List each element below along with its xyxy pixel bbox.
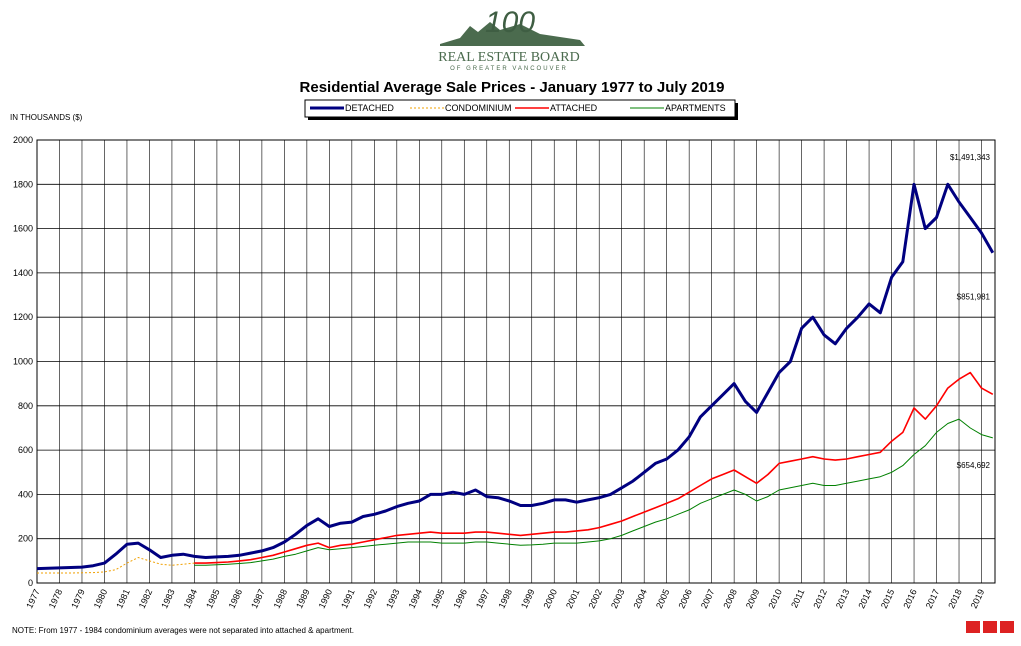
y-tick-label: 1800 bbox=[13, 179, 33, 189]
annotation: $851,981 bbox=[957, 292, 991, 301]
y-tick-label: 1200 bbox=[13, 312, 33, 322]
logo-sub: OF GREATER VANCOUVER bbox=[450, 66, 568, 72]
series-line bbox=[194, 418, 993, 566]
annotation: $654,692 bbox=[957, 461, 991, 470]
series-line bbox=[194, 371, 994, 564]
logo: 100 REAL ESTATE BOARD OF GREATER VANCOUV… bbox=[438, 6, 585, 72]
logo-name: REAL ESTATE BOARD bbox=[438, 50, 579, 65]
mls-block bbox=[983, 621, 997, 633]
y-tick-label: 200 bbox=[18, 534, 33, 544]
mls-block bbox=[1000, 621, 1014, 633]
note: NOTE: From 1977 - 1984 condominium avera… bbox=[12, 626, 354, 635]
legend-label: DETACHED bbox=[345, 103, 394, 113]
y-tick-label: 1000 bbox=[13, 357, 33, 367]
legend-label: APARTMENTS bbox=[665, 103, 726, 113]
legend-label: CONDOMINIUM bbox=[445, 103, 512, 113]
annotation: $1,491,343 bbox=[950, 153, 991, 162]
y-tick-label: 600 bbox=[18, 445, 33, 455]
y-tick-label: 400 bbox=[18, 489, 33, 499]
logo-skyline bbox=[440, 22, 585, 46]
y-tick-label: 1400 bbox=[13, 268, 33, 278]
legend-label: ATTACHED bbox=[550, 103, 598, 113]
logo-number: 100 bbox=[485, 6, 535, 39]
mls-logo bbox=[966, 621, 1014, 633]
y-tick-label: 800 bbox=[18, 401, 33, 411]
y-tick-label: 1600 bbox=[13, 224, 33, 234]
y-axis-label: IN THOUSANDS ($) bbox=[10, 113, 83, 122]
mls-block bbox=[966, 621, 980, 633]
series-line bbox=[36, 182, 995, 571]
chart-title: Residential Average Sale Prices - Januar… bbox=[300, 79, 725, 96]
y-tick-label: 2000 bbox=[13, 135, 33, 145]
y-tick-label: 0 bbox=[28, 578, 33, 588]
